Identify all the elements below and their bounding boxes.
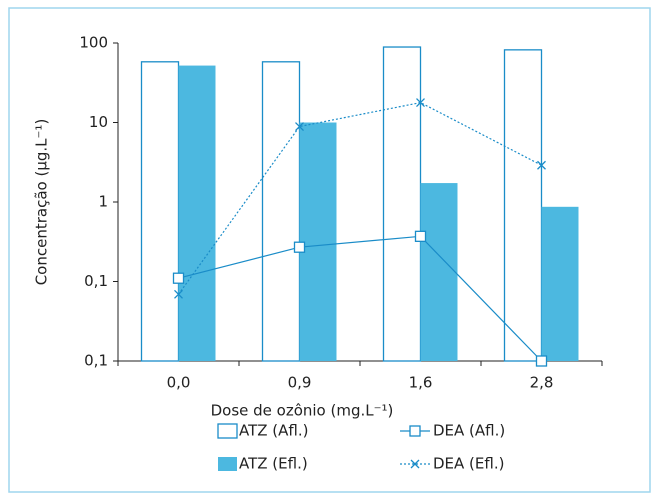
marker (537, 160, 546, 170)
marker (409, 425, 421, 437)
bar (420, 183, 458, 361)
y-tick-label: 0,1 (84, 272, 108, 290)
bar (140, 61, 180, 362)
y-tick-label: 0,1 (84, 352, 108, 370)
marker (174, 289, 183, 299)
legend-label: ATZ (Efl.) (239, 455, 308, 473)
marker (295, 122, 304, 131)
bar (261, 61, 301, 362)
y-tick-label: 10 (89, 113, 108, 131)
marker (172, 272, 185, 284)
marker (414, 230, 427, 242)
line (178, 235, 542, 362)
y-tick-label: 1 (98, 193, 108, 211)
marker (293, 241, 306, 253)
bar (178, 65, 216, 362)
y-axis-label: Concentração (µg.L⁻¹) (33, 119, 51, 286)
marker (410, 459, 420, 469)
legend-label: DEA (Afl.) (433, 422, 505, 440)
legend-label: DEA (Efl.) (433, 455, 504, 473)
x-tick-label: 2,8 (530, 374, 554, 392)
x-tick-label: 1,6 (409, 374, 433, 392)
bar (503, 49, 543, 362)
marker (416, 98, 425, 108)
x-axis-label: Dose de ozônio (mg.L⁻¹) (211, 402, 394, 420)
y-tick-label: 100 (79, 34, 108, 52)
legend-label: ATZ (Afl.) (239, 422, 309, 440)
bar (541, 206, 579, 361)
marker (535, 355, 548, 367)
x-tick-label: 0,0 (167, 374, 191, 392)
x-tick-label: 0,9 (288, 374, 312, 392)
bar (382, 46, 422, 362)
line (178, 101, 542, 295)
bar (299, 122, 337, 361)
legend-swatch (217, 423, 238, 439)
legend-swatch (218, 457, 237, 471)
